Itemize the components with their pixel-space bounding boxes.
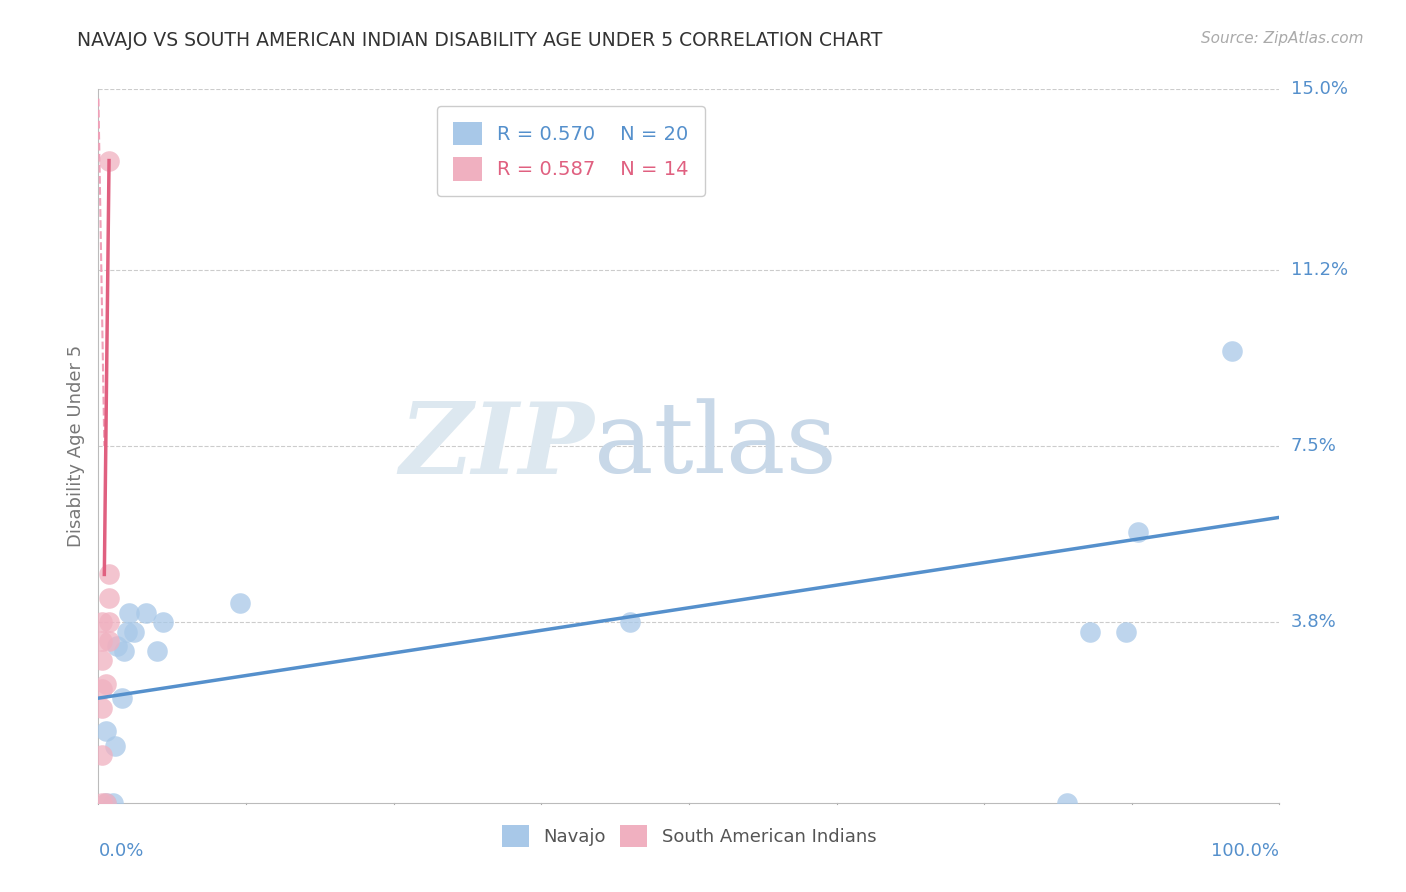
Point xyxy=(118,606,141,620)
Text: atlas: atlas xyxy=(595,398,837,494)
Point xyxy=(98,153,121,168)
Point xyxy=(112,643,135,657)
Point xyxy=(91,653,114,667)
Point xyxy=(98,567,121,582)
Text: Source: ZipAtlas.com: Source: ZipAtlas.com xyxy=(1201,31,1364,46)
Point xyxy=(91,748,114,763)
Text: 11.2%: 11.2% xyxy=(1291,261,1348,279)
Point xyxy=(104,739,127,753)
Point xyxy=(152,615,174,629)
Point xyxy=(1126,524,1149,539)
Point xyxy=(135,606,157,620)
Point xyxy=(115,624,138,639)
Point xyxy=(91,615,114,629)
Point xyxy=(94,677,117,691)
Text: ZIP: ZIP xyxy=(399,398,595,494)
Text: 3.8%: 3.8% xyxy=(1291,613,1336,631)
Point xyxy=(98,615,121,629)
Point xyxy=(98,591,121,606)
Point xyxy=(91,681,114,696)
Text: 0.0%: 0.0% xyxy=(98,842,143,860)
Point xyxy=(91,796,114,810)
Point xyxy=(94,796,117,810)
Point xyxy=(146,643,169,657)
Text: 7.5%: 7.5% xyxy=(1291,437,1337,455)
Text: 15.0%: 15.0% xyxy=(1291,80,1347,98)
Point xyxy=(94,796,117,810)
Point xyxy=(111,691,134,706)
Y-axis label: Disability Age Under 5: Disability Age Under 5 xyxy=(66,345,84,547)
Text: NAVAJO VS SOUTH AMERICAN INDIAN DISABILITY AGE UNDER 5 CORRELATION CHART: NAVAJO VS SOUTH AMERICAN INDIAN DISABILI… xyxy=(77,31,883,50)
Text: 100.0%: 100.0% xyxy=(1212,842,1279,860)
Point xyxy=(229,596,252,610)
Point xyxy=(91,700,114,714)
Point xyxy=(619,615,641,629)
Point xyxy=(105,639,128,653)
Point xyxy=(98,634,121,648)
Point xyxy=(101,796,124,810)
Point xyxy=(1115,624,1137,639)
Point xyxy=(1056,796,1078,810)
Point xyxy=(1220,343,1243,358)
Point xyxy=(94,724,117,739)
Legend: Navajo, South American Indians: Navajo, South American Indians xyxy=(495,818,883,855)
Point xyxy=(122,624,145,639)
Point xyxy=(1080,624,1102,639)
Point xyxy=(91,634,114,648)
